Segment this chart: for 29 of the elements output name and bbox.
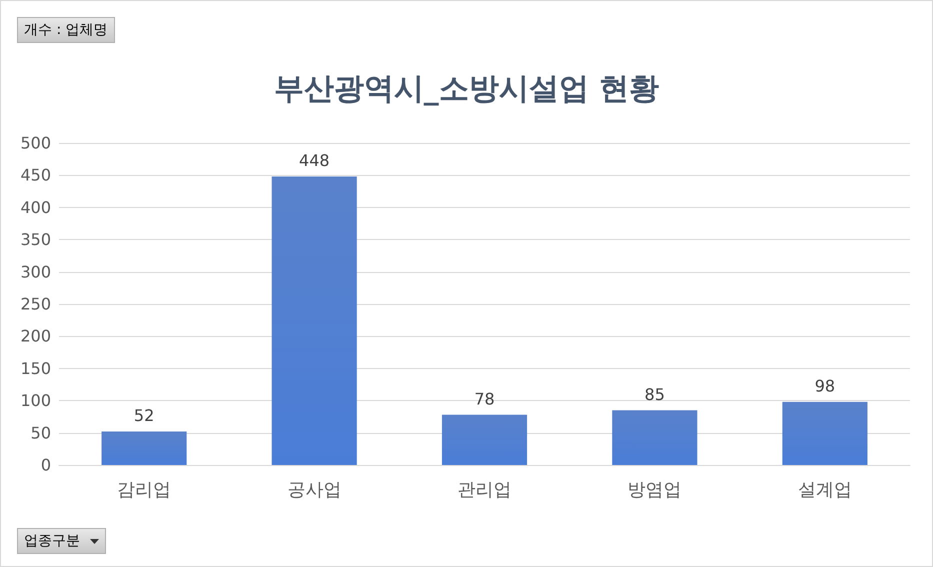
data-label: 85 [644, 384, 665, 404]
bar [102, 432, 187, 465]
data-label: 98 [814, 376, 836, 396]
data-label: 78 [474, 389, 495, 408]
x-tick-label: 관리업 [458, 480, 512, 500]
y-tick-label: 300 [20, 262, 51, 282]
y-tick-label: 50 [30, 423, 51, 442]
bar [272, 176, 357, 465]
bar [782, 402, 868, 465]
data-label: 52 [134, 406, 154, 426]
x-tick-label: 감리업 [117, 480, 172, 500]
y-tick-label: 200 [20, 326, 51, 346]
y-tick-label: 100 [20, 391, 51, 410]
y-tick-label: 0 [40, 456, 51, 474]
text: 개수 : 업체명 [17, 17, 115, 43]
bar [442, 414, 528, 465]
y-tick-label: 250 [20, 294, 51, 314]
x-tick-label: 방염업 [628, 480, 682, 500]
x-tick-label: 설계업 [798, 480, 852, 500]
x-tick-label: 공사업 [287, 480, 342, 500]
y-tick-label: 350 [20, 230, 51, 250]
y-tick-label: 500 [20, 134, 51, 152]
bar [612, 410, 698, 465]
data-label: 448 [299, 150, 330, 170]
chart-title: 부산광역시_소방시설업 현황 [274, 72, 660, 106]
text: 업종구분 [24, 532, 80, 550]
y-tick-label: 150 [20, 358, 51, 378]
y-tick-label: 400 [20, 198, 51, 217]
y-tick-label: 450 [20, 166, 51, 185]
